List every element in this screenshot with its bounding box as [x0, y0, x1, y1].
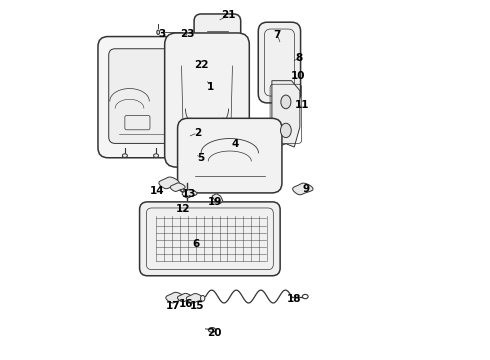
Text: 12: 12: [176, 204, 191, 214]
Text: 2: 2: [194, 129, 201, 138]
FancyBboxPatch shape: [258, 22, 300, 103]
FancyBboxPatch shape: [177, 118, 282, 193]
Text: 13: 13: [182, 189, 196, 199]
Text: 4: 4: [231, 139, 239, 149]
Text: 1: 1: [207, 82, 215, 92]
Polygon shape: [159, 177, 179, 189]
Polygon shape: [272, 81, 300, 147]
FancyBboxPatch shape: [98, 37, 188, 158]
Text: 23: 23: [180, 29, 195, 39]
Polygon shape: [212, 194, 223, 203]
Text: 5: 5: [197, 153, 205, 163]
FancyBboxPatch shape: [165, 33, 249, 167]
Text: 10: 10: [291, 71, 305, 81]
Text: 20: 20: [207, 328, 222, 338]
Text: 22: 22: [194, 60, 209, 70]
Text: 9: 9: [302, 184, 310, 194]
Ellipse shape: [208, 328, 216, 332]
Polygon shape: [177, 293, 193, 302]
Polygon shape: [293, 183, 313, 195]
Ellipse shape: [153, 154, 159, 157]
Text: 6: 6: [192, 239, 199, 249]
FancyBboxPatch shape: [109, 49, 177, 143]
Ellipse shape: [200, 296, 205, 301]
Polygon shape: [186, 293, 203, 303]
Text: 15: 15: [189, 301, 204, 311]
Text: 7: 7: [273, 30, 281, 40]
FancyBboxPatch shape: [194, 14, 241, 48]
Text: 18: 18: [287, 294, 302, 304]
Text: 14: 14: [150, 186, 165, 196]
Text: 3: 3: [158, 29, 166, 39]
Ellipse shape: [157, 30, 160, 35]
Polygon shape: [171, 183, 185, 192]
Ellipse shape: [280, 123, 291, 138]
Text: 21: 21: [221, 10, 236, 20]
FancyBboxPatch shape: [140, 202, 280, 276]
Polygon shape: [182, 189, 197, 198]
Text: 11: 11: [295, 100, 310, 110]
Text: 8: 8: [295, 53, 302, 63]
Ellipse shape: [281, 95, 291, 109]
Text: 19: 19: [207, 197, 221, 207]
Ellipse shape: [122, 154, 127, 157]
Text: 17: 17: [166, 301, 181, 311]
Text: 16: 16: [179, 299, 194, 309]
Polygon shape: [166, 292, 184, 303]
